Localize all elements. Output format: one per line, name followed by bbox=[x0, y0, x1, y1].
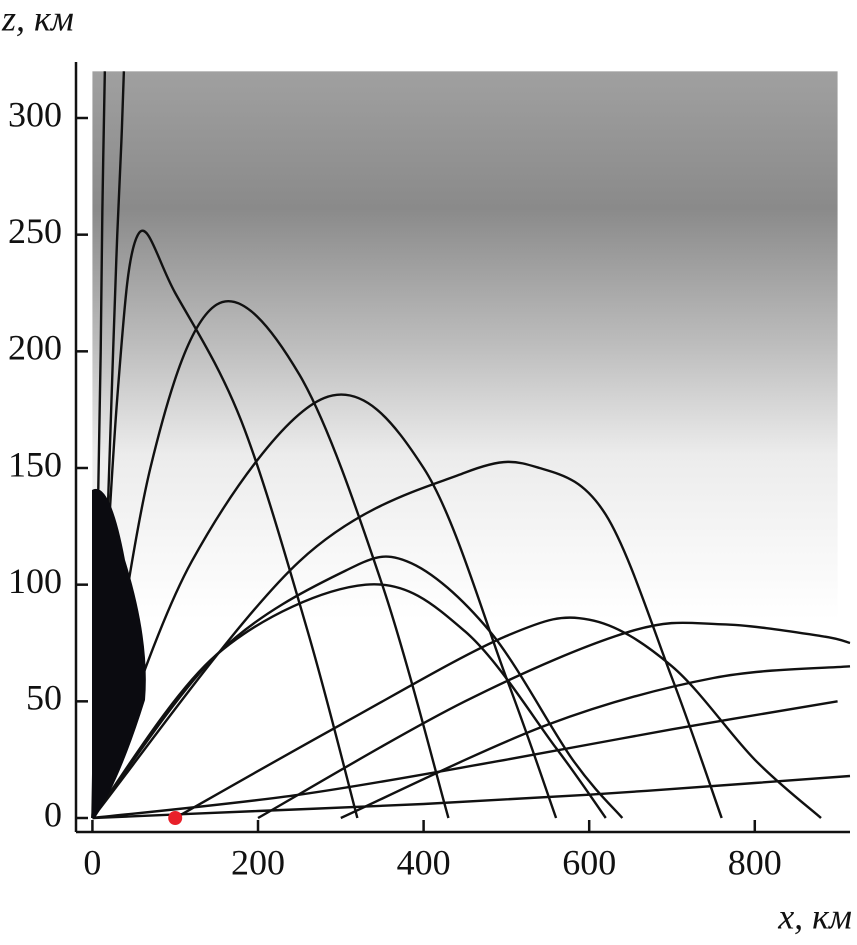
shading bbox=[92, 71, 838, 620]
y-tick-label: 150 bbox=[8, 444, 62, 484]
source-point bbox=[168, 811, 183, 825]
y-tick-label: 0 bbox=[44, 794, 62, 834]
ray bbox=[91, 300, 450, 819]
ray bbox=[257, 621, 851, 820]
y-tick-label: 250 bbox=[8, 211, 62, 251]
x-tick-label: 600 bbox=[562, 842, 616, 882]
y-tick-label: 300 bbox=[8, 94, 62, 134]
x-tick-label: 200 bbox=[231, 842, 285, 882]
ray bbox=[92, 700, 838, 820]
y-tick-label: 50 bbox=[26, 678, 62, 718]
ray bbox=[91, 583, 607, 819]
ray bbox=[174, 616, 822, 820]
x-tick-label: 400 bbox=[397, 842, 451, 882]
ray bbox=[91, 229, 359, 819]
x-tick-label: 0 bbox=[83, 842, 101, 882]
ray bbox=[340, 665, 851, 820]
y-axis-label: z, км bbox=[1, 0, 74, 38]
x-axis-label: x, км bbox=[777, 896, 852, 936]
ray bbox=[91, 460, 723, 819]
ray bbox=[91, 555, 624, 819]
x-tick-label: 800 bbox=[728, 842, 782, 882]
dense-rays bbox=[92, 488, 146, 818]
y-tick-label: 200 bbox=[8, 328, 62, 368]
ray bbox=[92, 774, 851, 820]
y-tick-label: 100 bbox=[8, 561, 62, 601]
